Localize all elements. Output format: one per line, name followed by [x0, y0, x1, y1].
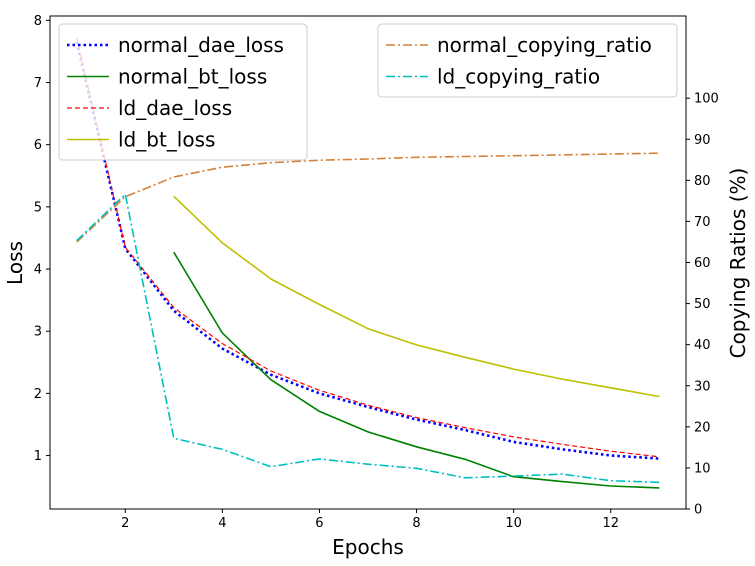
- y-left-tick-label: 7: [34, 76, 42, 91]
- y-left-tick-label: 3: [34, 325, 42, 340]
- legend-label: ld_copying_ratio: [437, 65, 600, 89]
- legend-label: ld_dae_loss: [118, 96, 232, 120]
- x-tick-label: 4: [218, 516, 226, 531]
- y-left-tick-label: 8: [34, 14, 42, 29]
- legend-left: normal_dae_loss normal_bt_loss ld_dae_loss…: [58, 23, 308, 161]
- y-right-tick-label: 30: [694, 379, 711, 394]
- legend-label: normal_dae_loss: [118, 33, 284, 57]
- legend-box: [58, 23, 308, 161]
- legend-label: normal_bt_loss: [118, 65, 267, 89]
- y-left-tick-label: 5: [34, 200, 42, 215]
- y-right-tick-label: 20: [694, 420, 711, 435]
- y-right-tick-label: 100: [694, 92, 719, 107]
- series-line-ld-copying-ratio: [76, 193, 660, 484]
- y-right-tick-label: 60: [694, 256, 711, 271]
- series-line-ld-bt-loss: [173, 195, 660, 398]
- series-line-normal-copying-ratio: [76, 152, 660, 243]
- series-line-ld-dae-loss: [76, 37, 660, 458]
- x-tick-label: 6: [315, 516, 323, 531]
- y-right-tick-label: 10: [694, 461, 711, 476]
- y-left-axis-title: Loss: [3, 241, 27, 285]
- x-tick-label: 12: [602, 516, 619, 531]
- series-layer: [75, 37, 660, 489]
- y-left-tick-label: 1: [34, 449, 42, 464]
- series-line-normal-bt-loss: [173, 251, 660, 489]
- y-right-tick-label: 50: [694, 297, 711, 312]
- y-left-tick-label: 4: [34, 263, 42, 278]
- y-right-tick-label: 40: [694, 338, 711, 353]
- legend-box: [377, 23, 678, 98]
- legend-right: normal_copying_ratio ld_copying_ratio: [377, 23, 678, 98]
- x-tick-label: 8: [412, 516, 420, 531]
- legend-label: normal_copying_ratio: [437, 33, 652, 57]
- y-left-tick-label: 6: [34, 138, 42, 153]
- y-right-tick-label: 70: [694, 215, 711, 230]
- y-right-tick-label: 90: [694, 133, 711, 148]
- x-tick-label: 10: [505, 516, 522, 531]
- legend-label: ld_bt_loss: [118, 128, 215, 152]
- y-right-axis-title: Copying Ratios (%): [726, 168, 750, 359]
- y-left-tick-label: 2: [34, 387, 42, 402]
- y-right-tick-label: 80: [694, 174, 711, 189]
- x-axis-title: Epochs: [332, 535, 404, 559]
- y-right-tick-label: 0: [694, 503, 702, 518]
- x-tick-label: 2: [121, 516, 129, 531]
